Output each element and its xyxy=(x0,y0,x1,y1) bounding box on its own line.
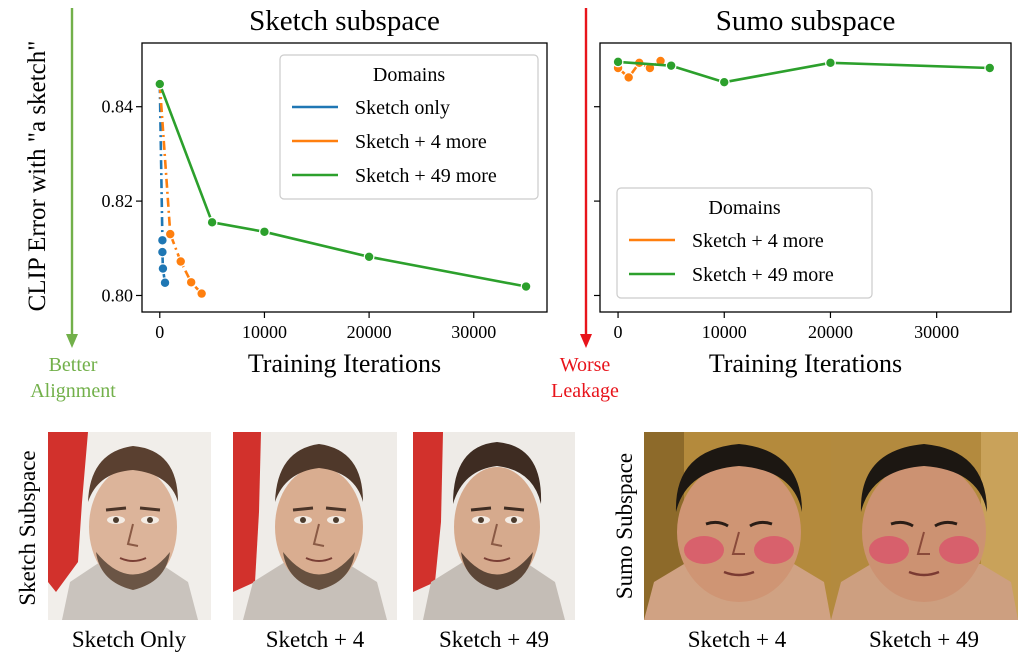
chart1-legend-label-1: Sketch + 49 more xyxy=(692,264,834,286)
chart0-xtick-label: 30000 xyxy=(451,322,496,342)
chart0-ytick-label: 0.84 xyxy=(102,97,134,117)
chart1-title: Sumo subspace xyxy=(716,5,896,37)
chart0-legend-label-1: Sketch + 4 more xyxy=(355,131,487,153)
chart0-series-2-point xyxy=(206,216,218,228)
chart0-legend-label-2: Sketch + 49 more xyxy=(355,165,497,187)
chart1-legend-box xyxy=(616,187,873,299)
chart0-legend-title: Domains xyxy=(373,64,445,86)
chart1-series-1-point xyxy=(612,56,624,68)
chart0-legend-box xyxy=(279,54,539,200)
sumo-subspace-row-label: Sumo Subspace xyxy=(612,452,637,600)
sketch-plus-4-portrait xyxy=(233,432,397,620)
chart0-legend-label-0: Sketch only xyxy=(355,97,450,119)
sumo-subspace-chart: Sumo subspace 0 10000 20000 30000 Training It… xyxy=(594,5,1012,378)
chart1-series-1-point xyxy=(718,76,730,88)
shared-y-axis-label: CLIP Error with "a sketch" xyxy=(24,40,51,312)
chart0-ytick-label: 0.82 xyxy=(102,191,134,211)
chart1-xtick-label: 20000 xyxy=(808,322,853,342)
better-alignment-label-line1: Better xyxy=(48,354,98,376)
chart0-series-2-point xyxy=(259,226,270,238)
caption-sumo-plus-4: Sketch + 4 xyxy=(687,627,787,652)
sumo-plus-49-portrait xyxy=(831,432,1018,620)
chart1-series-1-point xyxy=(665,60,677,72)
chart0-xtick-label: 10000 xyxy=(242,322,287,342)
chart0-series-2-point xyxy=(154,78,166,90)
chart1-xtick-label: 10000 xyxy=(702,322,747,342)
chart0-series-0-point xyxy=(159,277,171,289)
better-alignment-label-line2: Alignment xyxy=(30,380,116,402)
chart0-xtick-label: 0 xyxy=(155,322,164,342)
chart1-series-0-point xyxy=(623,72,635,83)
caption-sketch-only: Sketch Only xyxy=(71,627,187,652)
chart1-legend-title: Domains xyxy=(708,197,780,219)
chart0-title: Sketch subspace xyxy=(249,5,440,37)
better-alignment-arrow xyxy=(66,8,78,348)
chart0-xtick-label: 20000 xyxy=(347,322,392,342)
chart1-axes-frame xyxy=(599,42,1012,313)
chart0-series-2-point xyxy=(363,251,375,263)
sketch-plus-49-portrait xyxy=(413,432,575,620)
chart0-ytick-label: 0.80 xyxy=(102,285,134,305)
chart0-series-2-point xyxy=(520,281,532,292)
chart0-series-1-point xyxy=(175,256,187,267)
sketch-subspace-chart: Sketch subspace 0 10000 20000 30000 0.80 0.82 0… xyxy=(102,5,548,378)
chart0-series-0-point xyxy=(157,263,169,274)
chart0-series-1-point xyxy=(196,288,208,299)
chart0-series-0-point xyxy=(157,246,168,258)
chart0-axes-frame xyxy=(141,42,548,313)
worse-leakage-label-line2: Leakage xyxy=(551,380,619,402)
caption-sketch-plus-49: Sketch + 49 xyxy=(438,627,550,652)
chart1-series-1-point xyxy=(984,62,996,74)
chart0-series-0-point xyxy=(157,234,168,246)
sumo-plus-4-portrait xyxy=(644,432,831,620)
caption-sumo-plus-49: Sketch + 49 xyxy=(868,627,980,652)
chart0-series-1-point xyxy=(164,228,176,240)
chart1-series-1-point xyxy=(825,57,836,69)
sketch-subspace-row-label: Sketch Subspace xyxy=(15,450,40,606)
worse-leakage-arrow xyxy=(580,8,592,348)
chart0-xlabel: Training Iterations xyxy=(248,349,441,378)
chart1-xtick-label: 0 xyxy=(614,322,623,342)
sketch-only-portrait xyxy=(48,432,211,620)
chart1-xtick-label: 30000 xyxy=(914,322,959,342)
chart1-legend-label-0: Sketch + 4 more xyxy=(692,230,824,252)
chart1-xlabel: Training Iterations xyxy=(709,349,902,378)
chart0-series-1-point xyxy=(185,276,197,288)
caption-sketch-plus-4: Sketch + 4 xyxy=(265,627,365,652)
worse-leakage-label-line1: Worse xyxy=(559,354,611,376)
